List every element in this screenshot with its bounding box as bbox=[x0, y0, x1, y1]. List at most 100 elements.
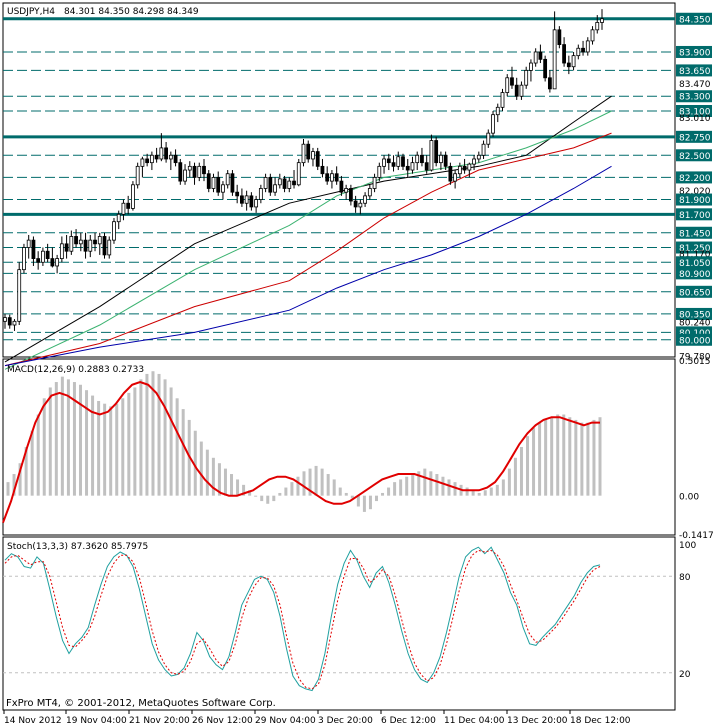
price-tick-label: 83.100 bbox=[679, 108, 711, 118]
symbol-title: USDJPY,H4 bbox=[7, 7, 55, 17]
macd-histogram-bar bbox=[169, 387, 173, 496]
candle-body bbox=[140, 158, 145, 167]
candle-body bbox=[287, 180, 292, 189]
candle-body bbox=[367, 188, 372, 197]
macd-histogram-bar bbox=[151, 371, 155, 496]
candle-body bbox=[571, 55, 576, 68]
macd-histogram-bar bbox=[66, 379, 70, 496]
candle-body bbox=[50, 258, 55, 267]
candle-body bbox=[339, 180, 344, 193]
candle-body bbox=[74, 236, 78, 245]
macd-histogram-bar bbox=[78, 384, 82, 496]
candle-body bbox=[462, 165, 467, 171]
macd-histogram-bar bbox=[332, 479, 336, 496]
macd-tick-label: 0.00 bbox=[679, 493, 699, 503]
price-tick-label: 80.900 bbox=[679, 270, 711, 280]
price-candles bbox=[3, 9, 604, 331]
candle-body bbox=[168, 154, 173, 160]
candle-body bbox=[505, 77, 510, 93]
macd-histogram-bar bbox=[211, 457, 215, 496]
price-tick-label: 83.300 bbox=[679, 93, 711, 103]
price-tick-label: 82.200 bbox=[679, 174, 711, 184]
stoch-panel-frame bbox=[2, 536, 676, 711]
moving-average-line bbox=[4, 110, 612, 370]
macd-histogram-bar bbox=[30, 430, 34, 496]
macd-histogram-bar bbox=[217, 463, 221, 496]
candle-body bbox=[429, 140, 434, 171]
macd-histogram-bar bbox=[423, 468, 427, 496]
macd-histogram-bar bbox=[435, 474, 439, 496]
macd-histogram-bar bbox=[477, 492, 481, 496]
candle-body bbox=[45, 250, 50, 259]
macd-histogram-bar bbox=[103, 403, 107, 496]
macd-histogram-bar bbox=[290, 482, 294, 496]
macd-histogram-bar bbox=[550, 417, 554, 496]
candle-body bbox=[107, 239, 112, 256]
macd-histogram-bar bbox=[586, 422, 590, 496]
price-label-bg bbox=[676, 45, 712, 58]
candle-body bbox=[268, 177, 273, 193]
price-tick-label: 83.010 bbox=[679, 114, 711, 124]
candle-body bbox=[315, 151, 320, 167]
macd-axis: 0.5015 0.00 -0.1417 bbox=[679, 357, 713, 541]
candle-body bbox=[64, 243, 69, 252]
macd-histogram-bar bbox=[592, 419, 596, 496]
candle-body bbox=[585, 40, 590, 53]
stochastic-lines bbox=[3, 546, 675, 692]
candle-body bbox=[434, 140, 439, 164]
price-label-bg bbox=[676, 171, 712, 184]
candle-body bbox=[178, 162, 183, 182]
macd-histogram-bar bbox=[308, 468, 312, 496]
candle-body bbox=[83, 239, 88, 252]
candle-body bbox=[263, 177, 268, 189]
moving-average-line bbox=[4, 132, 612, 367]
macd-histogram-bar bbox=[24, 446, 28, 496]
macd-tick-label: 0.5015 bbox=[679, 357, 711, 367]
stoch-main-line bbox=[4, 546, 601, 692]
price-label-bg bbox=[676, 241, 712, 254]
candle-body bbox=[543, 58, 548, 79]
price-tick-label: 83.470 bbox=[679, 80, 711, 90]
macd-histogram-bar bbox=[205, 449, 209, 496]
macd-histogram-bar bbox=[568, 417, 572, 496]
macd-histogram-bar bbox=[417, 471, 421, 496]
price-tick-label: 83.650 bbox=[679, 67, 711, 77]
macd-histogram-bar bbox=[163, 379, 167, 496]
price-label-bg bbox=[676, 149, 712, 162]
price-tick-label: 81.700 bbox=[679, 211, 711, 221]
candle-body bbox=[415, 154, 420, 164]
macd-histogram-bar bbox=[562, 414, 566, 496]
candle-body bbox=[552, 29, 557, 90]
macd-histogram-bar bbox=[36, 414, 40, 496]
candle-body bbox=[547, 77, 552, 90]
macd-title: MACD(12,26,9) 0.2883 0.2733 bbox=[7, 365, 144, 375]
moving-average-line bbox=[4, 95, 612, 363]
macd-histogram-bar bbox=[12, 474, 16, 496]
candle-body bbox=[486, 132, 491, 145]
candle-body bbox=[296, 162, 301, 186]
candle-body bbox=[595, 22, 600, 31]
stoch-tick-label: 80 bbox=[679, 573, 691, 583]
macd-histogram-bar bbox=[326, 474, 330, 496]
macd-histogram-bar bbox=[471, 490, 475, 496]
candle-body bbox=[562, 44, 566, 64]
price-label-bg bbox=[676, 267, 712, 280]
price-label-bg bbox=[676, 130, 712, 143]
candle-body bbox=[282, 178, 287, 189]
candle-body bbox=[363, 195, 367, 204]
candle-body bbox=[524, 70, 529, 86]
macd-histogram-bar bbox=[465, 487, 469, 496]
candle-body bbox=[576, 47, 581, 57]
macd-histogram-bar bbox=[368, 495, 372, 510]
candle-body bbox=[244, 195, 249, 204]
macd-histogram-bar bbox=[381, 492, 385, 496]
macd-histogram-bar bbox=[356, 495, 360, 507]
price-tick-label: 80.000 bbox=[679, 336, 711, 346]
candle-body bbox=[102, 236, 107, 256]
time-tick-label: 29 Nov 04:00 bbox=[255, 716, 316, 726]
candle-body bbox=[401, 156, 405, 167]
candle-body bbox=[88, 239, 93, 252]
candle-body bbox=[202, 165, 206, 175]
candle-body bbox=[533, 51, 538, 64]
